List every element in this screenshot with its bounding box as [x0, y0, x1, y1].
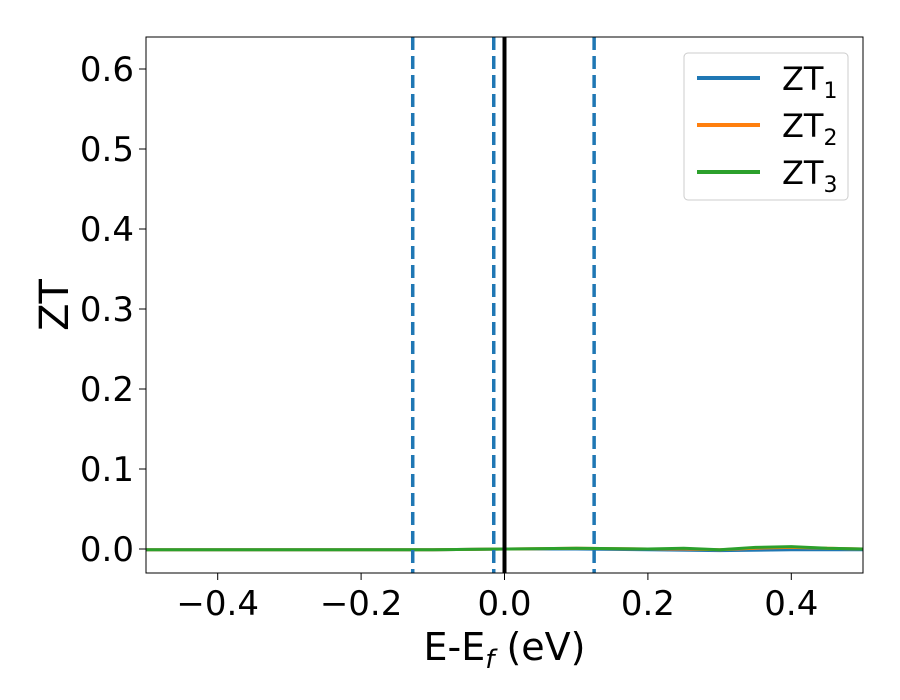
x-axis-label-main: E-E — [424, 625, 486, 669]
y-axis-label: ZT — [32, 279, 78, 331]
y-tick-label: 0.0 — [80, 530, 134, 570]
x-axis-label-unit: (eV) — [494, 625, 585, 669]
x-axis-label: E-Ef (eV) — [424, 625, 586, 675]
y-tick-label: 0.6 — [80, 50, 134, 90]
x-tick-label: −0.2 — [320, 584, 403, 624]
legend-label-main: ZT — [782, 154, 824, 192]
legend-label: ZT3 — [782, 154, 837, 198]
legend-label: ZT1 — [782, 60, 837, 104]
legend-label: ZT2 — [782, 107, 837, 151]
x-tick-label: −0.4 — [176, 584, 259, 624]
x-tick-label: 0.2 — [621, 584, 675, 624]
legend-label-subscript: 1 — [823, 79, 837, 104]
x-tick-label: 0.4 — [764, 584, 818, 624]
x-tick-label: 0.0 — [477, 584, 531, 624]
legend-label-main: ZT — [782, 107, 824, 145]
y-tick-label: 0.5 — [80, 130, 134, 170]
y-tick-label: 0.3 — [80, 290, 134, 330]
legend-entry-zt3: ZT3 — [697, 154, 837, 198]
legend-label-main: ZT — [782, 60, 824, 98]
legend-entry-zt1: ZT1 — [697, 60, 837, 104]
legend-label-subscript: 2 — [823, 126, 837, 151]
series-line-zt3 — [146, 545, 863, 552]
y-tick-label: 0.4 — [80, 210, 134, 250]
y-tick-label: 0.1 — [80, 450, 134, 490]
legend-label-subscript: 3 — [823, 173, 837, 198]
legend-entry-zt2: ZT2 — [697, 107, 837, 151]
vertical-lines — [410, 37, 596, 573]
legend-box — [683, 52, 849, 201]
y-axis: 0.0 0.1 0.2 0.3 0.4 0.5 0.6 — [80, 50, 146, 570]
x-axis: −0.4 −0.2 0.0 0.2 0.4 — [176, 573, 818, 624]
y-tick-label: 0.2 — [80, 370, 134, 410]
